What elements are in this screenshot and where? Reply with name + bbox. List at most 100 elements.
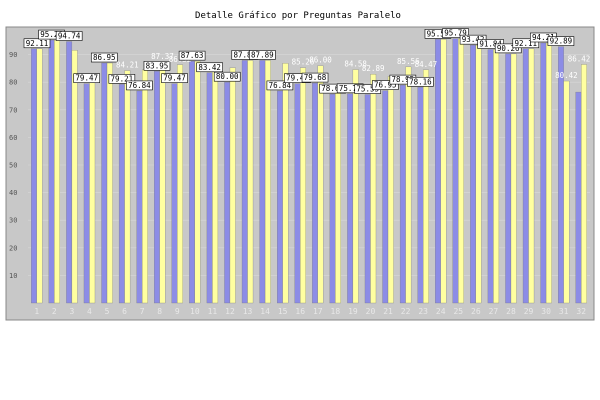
- x-tick-label: 22: [401, 307, 411, 316]
- value-label: 95.79: [442, 28, 469, 38]
- bar-series2: [300, 67, 306, 304]
- value-label: 86.00: [309, 56, 332, 65]
- bar-series1: [259, 60, 266, 304]
- bar-series2: [563, 80, 570, 304]
- y-tick-label: 40: [9, 189, 17, 197]
- x-tick-label: 28: [506, 307, 516, 316]
- value-label-text: 79.47: [286, 74, 309, 83]
- bar-series1: [189, 60, 195, 304]
- bar-series1: [540, 42, 547, 304]
- value-label-box: [512, 38, 540, 49]
- value-label-text: 84.47: [415, 60, 438, 69]
- value-label-text: 94.74: [58, 32, 81, 41]
- bar-series2: [581, 64, 587, 304]
- x-tick-label: 13: [243, 307, 253, 316]
- x-tick-label: 29: [524, 307, 534, 316]
- bar-series2: [440, 39, 447, 304]
- bar-series2: [458, 38, 464, 304]
- value-label-text: 80.42: [555, 71, 578, 80]
- value-label-text: 75.79: [339, 84, 362, 93]
- bar-series1: [312, 82, 318, 304]
- bar-series1: [575, 91, 582, 304]
- value-label-text: 79.21: [111, 74, 134, 83]
- value-label-box: [126, 80, 153, 91]
- bar-series1: [136, 90, 143, 304]
- x-tick-label: 32: [576, 307, 586, 316]
- value-label-text: 79.47: [163, 74, 186, 83]
- bar-series1: [329, 93, 336, 304]
- bar-series2: [229, 67, 236, 304]
- x-tick-label: 8: [157, 307, 162, 316]
- value-label-text: 95.79: [444, 29, 467, 38]
- value-label-text: 87.89: [233, 50, 256, 59]
- value-label: 83.95: [143, 60, 171, 71]
- value-label: 92.11: [512, 38, 540, 49]
- bar-series2: [36, 48, 43, 304]
- value-label: 94.74: [55, 31, 83, 41]
- bar-series2: [405, 66, 412, 304]
- bar-series2: [493, 49, 500, 304]
- value-label: 86.42: [568, 54, 591, 63]
- bar-series2: [212, 66, 219, 304]
- bar-series1: [417, 87, 424, 304]
- value-label-text: 90.26: [497, 44, 520, 53]
- value-label-text: 76.84: [269, 81, 292, 90]
- value-label-text: 84.58: [344, 60, 367, 69]
- bar-series1: [487, 49, 494, 304]
- value-label-text: 76.95: [374, 81, 397, 90]
- x-tick-label: 17: [313, 307, 323, 316]
- x-tick-label: 20: [366, 307, 376, 316]
- value-label: 87.89: [249, 50, 276, 60]
- value-label-text: 87.37: [151, 52, 174, 61]
- bar-series2: [106, 62, 113, 304]
- value-label: 84.21: [116, 61, 139, 70]
- bar-series1: [558, 46, 564, 304]
- bar-series2: [475, 45, 482, 304]
- bars-layer: [31, 38, 587, 304]
- bar-series1: [364, 94, 371, 304]
- bar-series2: [370, 74, 377, 304]
- value-label-box: [407, 76, 434, 87]
- x-tick-label: 5: [105, 307, 110, 316]
- x-tick-label: 1: [34, 307, 39, 316]
- value-label-text: 83.42: [198, 63, 221, 72]
- value-label-box: [442, 28, 469, 38]
- value-label-text: 86.95: [93, 53, 116, 62]
- value-label-text: 85.56: [397, 57, 420, 66]
- x-tick-label: 24: [436, 307, 446, 316]
- bar-series1: [224, 82, 231, 304]
- value-label-text: 87.63: [181, 51, 204, 60]
- bar-series2: [89, 76, 96, 304]
- value-label: 85.56: [397, 57, 420, 66]
- value-label-box: [266, 80, 294, 91]
- value-label: 79.47: [73, 73, 101, 83]
- bar-series1: [118, 84, 125, 304]
- value-label-box: [161, 73, 188, 83]
- bar-series2: [71, 50, 78, 304]
- bar-series1: [83, 83, 90, 304]
- value-label-box: [90, 52, 118, 63]
- bar-series2: [352, 69, 359, 304]
- x-tick-label: 27: [489, 307, 499, 316]
- value-label-text: 75.53: [356, 85, 379, 94]
- value-label: 80.00: [213, 71, 241, 82]
- value-label-text: 92.89: [550, 37, 573, 46]
- bar-series2: [528, 48, 535, 304]
- bar-series1: [277, 90, 283, 304]
- y-tick-label: 70: [9, 106, 17, 114]
- x-tick-label: 26: [471, 307, 481, 316]
- bar-series1: [435, 39, 441, 304]
- value-label-box: [547, 36, 575, 46]
- value-label: 83.42: [196, 62, 223, 73]
- value-labels-layer: 92.1195.2694.7479.4786.9579.2184.2176.84…: [23, 28, 591, 94]
- value-label: 79.21: [108, 74, 136, 84]
- x-tick-label: 12: [225, 307, 235, 316]
- x-tick-label: 2: [52, 307, 57, 316]
- value-label-box: [108, 74, 136, 84]
- value-label: 82.89: [362, 64, 385, 73]
- value-label: 84.58: [344, 60, 367, 69]
- value-label: 84.47: [415, 60, 438, 69]
- bar-series2: [194, 60, 201, 304]
- value-label-text: 92.11: [26, 39, 49, 48]
